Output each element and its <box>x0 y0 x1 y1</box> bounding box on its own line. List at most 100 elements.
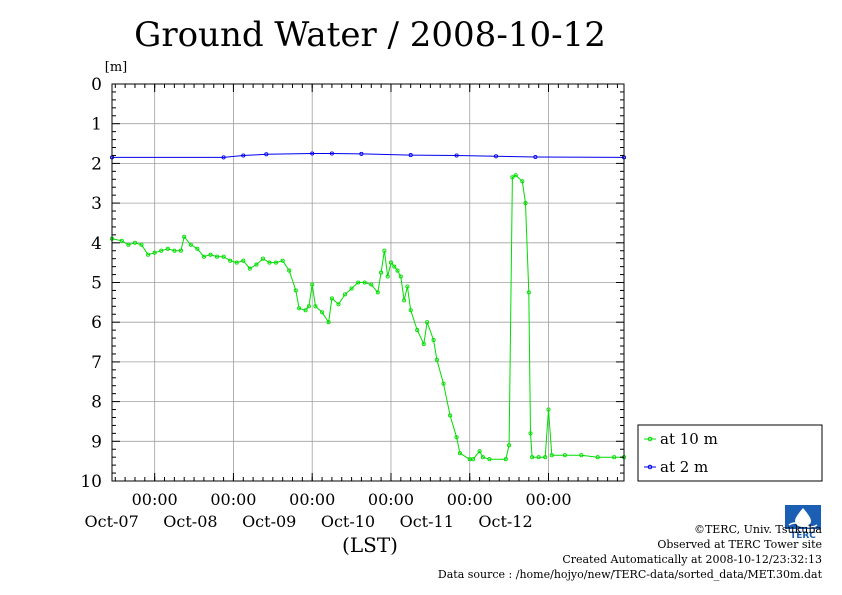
y-tick-label: 7 <box>91 353 102 373</box>
data-point-10m <box>480 455 485 460</box>
data-point-10m <box>454 435 459 440</box>
data-point-10m <box>369 282 374 287</box>
data-point-10m <box>329 296 334 301</box>
terc-logo: TERC <box>783 503 823 539</box>
legend-box <box>637 424 823 482</box>
x-tick-labels: 00:00 Oct-07 00:00 Oct-08 00:00 Oct-09 00:00 Oc… <box>85 490 572 531</box>
data-point-10m <box>247 266 252 271</box>
data-point-10m <box>375 290 380 295</box>
logo-text: TERC <box>790 531 816 539</box>
grid-lines <box>112 84 624 481</box>
y-tick-labels: 0 1 2 3 4 5 6 7 8 9 10 <box>80 75 102 492</box>
legend: at 10 m at 2 m <box>637 424 823 482</box>
data-point-10m <box>342 292 348 297</box>
data-point-10m <box>326 320 331 325</box>
data-point-10m <box>425 320 430 325</box>
data-point-10m <box>579 453 584 458</box>
data-point-10m <box>536 455 541 460</box>
series-line-2m <box>112 153 625 158</box>
data-point-10m <box>549 453 554 458</box>
data-point-10m <box>310 282 315 287</box>
data-point-10m <box>221 254 226 259</box>
data-point-10m <box>362 280 367 285</box>
y-tick-label: 5 <box>91 274 102 294</box>
x-tick-date-label: Oct-08 <box>163 512 217 531</box>
data-point-2m <box>359 151 364 156</box>
data-source-path: Data source : /home/hojyo/new/TERC-data/… <box>437 568 822 581</box>
data-point-10m <box>254 262 259 267</box>
x-axis-label: (LST) <box>342 533 398 557</box>
data-point-10m <box>530 455 535 460</box>
data-point-10m <box>392 264 397 269</box>
x-tick-date-label: Oct-11 <box>400 512 454 531</box>
data-point-10m <box>234 260 239 265</box>
x-tick-date-label: Oct-12 <box>478 512 532 531</box>
y-axis-label: [m] <box>105 60 127 75</box>
data-point-10m <box>195 246 200 251</box>
data-point-10m <box>201 254 206 259</box>
observed-site-text: Observed at TERC Tower site <box>657 538 822 551</box>
y-tick-label: 10 <box>80 472 102 492</box>
data-point-10m <box>448 413 453 418</box>
data-point-10m <box>287 268 292 273</box>
legend-label-10m: at 10 m <box>660 430 718 448</box>
y-tick-label: 8 <box>91 393 102 413</box>
data-point-10m <box>274 260 279 265</box>
data-point-10m <box>126 242 131 247</box>
data-point-10m <box>297 306 302 311</box>
data-point-10m <box>182 234 187 239</box>
data-point-10m <box>178 248 183 253</box>
data-point-10m <box>241 258 246 263</box>
data-point-10m <box>313 304 318 309</box>
data-point-10m <box>119 238 124 243</box>
data-point-10m <box>172 248 177 253</box>
y-tick-label: 3 <box>91 194 102 214</box>
x-tick-time-label: 00:00 <box>447 490 493 509</box>
x-tick-time-label: 00:00 <box>132 490 178 509</box>
data-point-10m <box>402 298 407 303</box>
data-point-10m <box>421 341 426 347</box>
data-point-10m <box>293 288 298 293</box>
data-point-2m <box>493 154 499 159</box>
data-point-10m <box>388 260 394 265</box>
data-point-2m <box>329 151 334 156</box>
data-point-2m <box>408 153 413 158</box>
data-point-10m <box>159 248 164 253</box>
data-point-10m <box>405 284 410 289</box>
y-tick-label: 6 <box>91 313 102 333</box>
data-point-10m <box>441 381 446 386</box>
data-point-10m <box>595 455 600 460</box>
data-point-10m <box>398 274 403 279</box>
x-tick-time-label: 00:00 <box>368 490 414 509</box>
x-tick-date-label: Oct-09 <box>242 512 296 531</box>
created-timestamp: Created Automatically at 2008-10-12/23:3… <box>562 553 822 566</box>
y-tick-label: 9 <box>91 432 102 452</box>
data-point-10m <box>260 256 266 261</box>
data-point-10m <box>228 258 233 263</box>
data-point-2m <box>310 151 315 156</box>
y-tick-label: 0 <box>91 75 102 95</box>
data-point-2m <box>533 154 538 160</box>
data-point-2m <box>454 153 459 158</box>
data-point-10m <box>385 274 390 279</box>
data-point-10m <box>546 407 551 412</box>
data-point-10m <box>562 453 567 458</box>
data-point-10m <box>477 449 482 454</box>
data-point-10m <box>320 310 325 315</box>
data-point-10m <box>523 201 528 206</box>
data-point-10m <box>214 254 220 259</box>
data-point-10m <box>303 308 308 313</box>
data-point-10m <box>415 328 420 333</box>
legend-marker-10m <box>647 436 653 442</box>
data-point-10m <box>336 302 341 307</box>
data-point-2m <box>241 153 246 158</box>
data-point-10m <box>612 455 617 460</box>
x-tick-time-label: 00:00 <box>525 490 571 509</box>
credits-block: ©TERC, Univ. Tsukuba Observed at TERC To… <box>438 522 822 582</box>
data-point-10m <box>165 246 170 251</box>
x-tick-date-label: Oct-10 <box>321 512 375 531</box>
chart-title: Ground Water / 2008-10-12 <box>134 15 606 55</box>
data-point-10m <box>146 252 151 257</box>
data-point-10m <box>457 451 462 456</box>
